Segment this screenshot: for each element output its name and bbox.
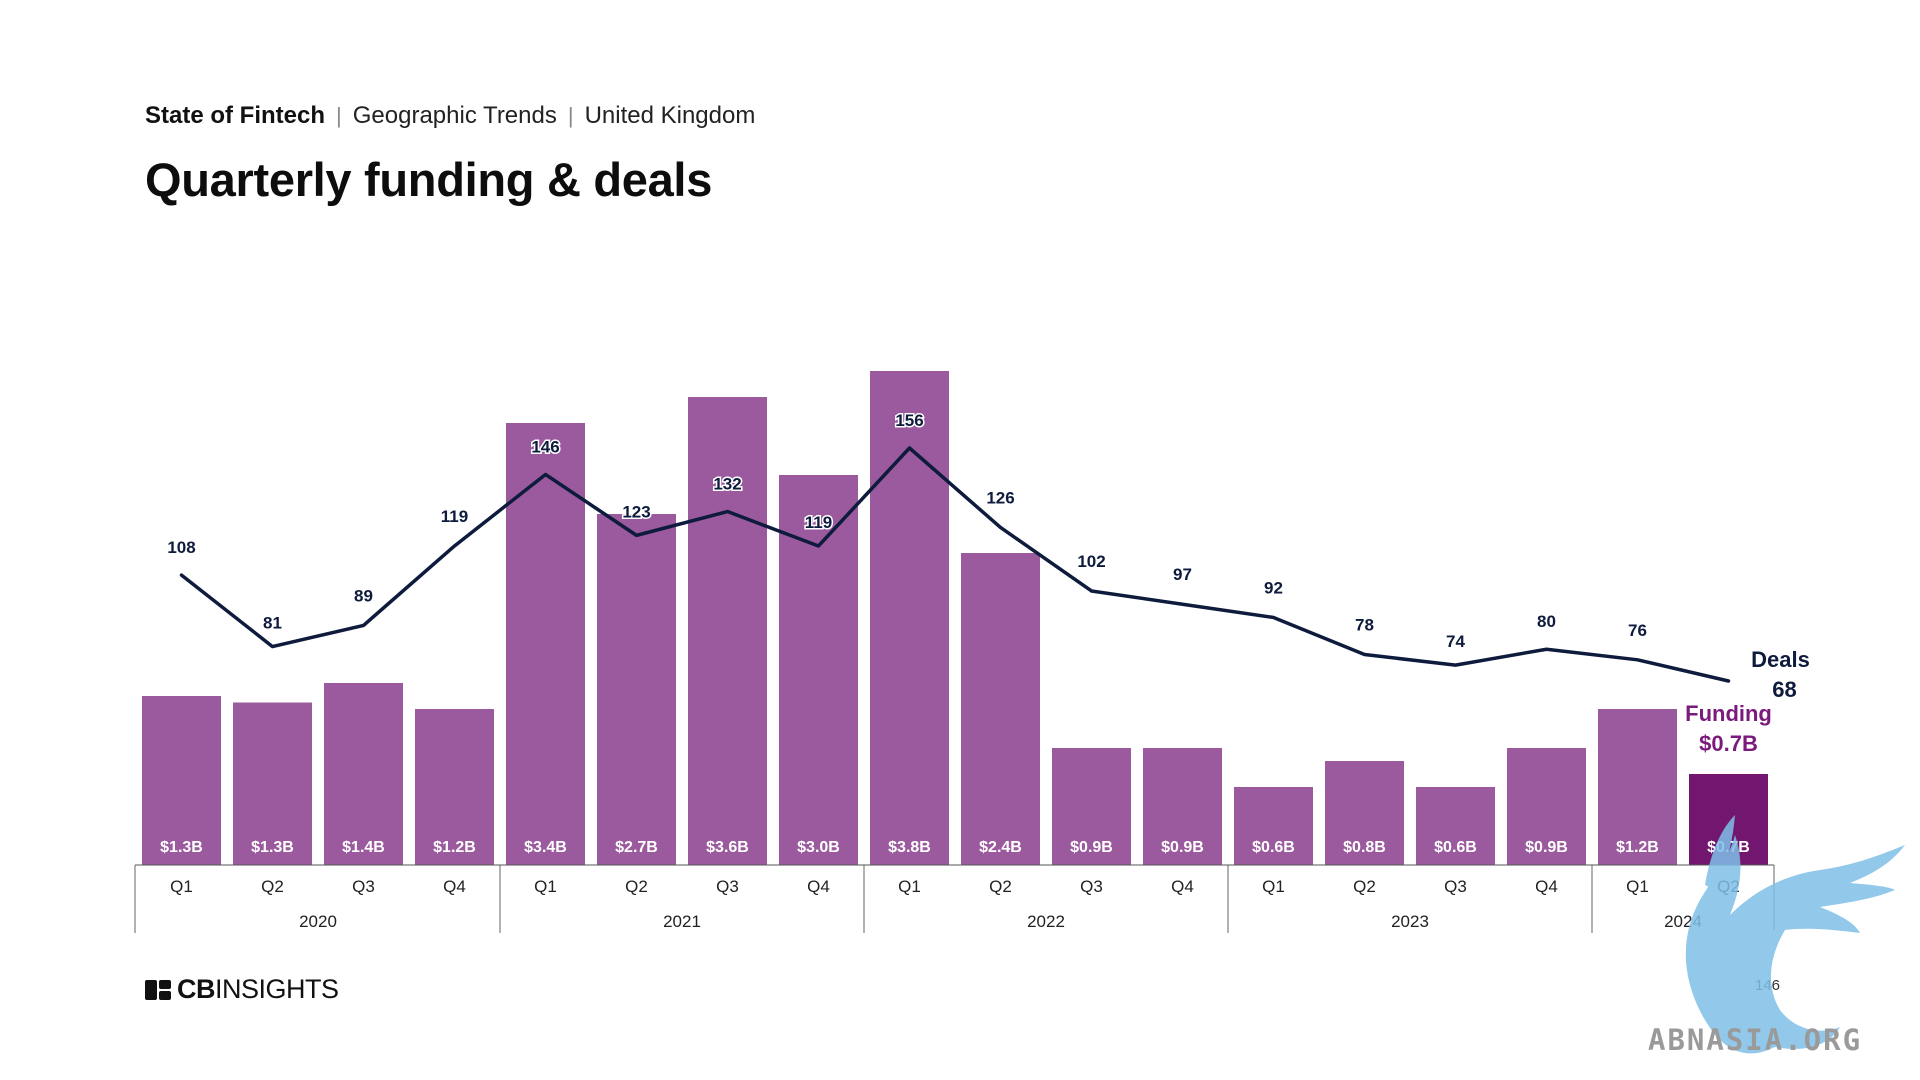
deals-data-label: 102 (1077, 552, 1105, 571)
funding-bar-label: $3.8B (888, 839, 931, 856)
funding-bar (597, 514, 676, 865)
funding-bar (1143, 748, 1222, 865)
quarter-tick-label: Q1 (898, 877, 921, 896)
funding-bar (688, 397, 767, 865)
funding-bar (415, 709, 494, 865)
quarter-tick-label: Q1 (170, 877, 193, 896)
funding-bar-label: $3.0B (797, 839, 840, 856)
funding-bar-label: $1.3B (160, 839, 203, 856)
funding-bar-label: $0.9B (1161, 839, 1204, 856)
funding-bar-label: $0.9B (1070, 839, 1113, 856)
year-label: 2023 (1391, 912, 1429, 931)
deals-data-label: 119 (441, 507, 468, 526)
funding-bar (142, 696, 221, 865)
deals-data-label: 108 (167, 538, 195, 557)
deals-data-label: 123 (622, 502, 650, 521)
quarter-tick-label: Q4 (1535, 877, 1558, 896)
quarter-tick-label: Q1 (534, 877, 557, 896)
funding-bar (1507, 748, 1586, 865)
deals-data-label: 97 (1173, 565, 1192, 584)
logo-text-light: INSIGHTS (215, 974, 339, 1004)
deals-end-label: Deals (1751, 647, 1810, 672)
year-label: 2022 (1027, 912, 1065, 931)
breadcrumb-separator: | (336, 103, 342, 128)
deals-data-label: 78 (1355, 616, 1374, 635)
funding-bar (1052, 748, 1131, 865)
funding-end-value: $0.7B (1699, 731, 1758, 756)
cbinsights-logo-text: CBINSIGHTS (177, 974, 339, 1005)
page-title: Quarterly funding & deals (145, 153, 713, 206)
deals-data-label: 126 (986, 488, 1014, 507)
funding-bar-label: $1.2B (433, 839, 476, 856)
deals-data-label: 81 (263, 614, 282, 633)
deals-data-label: 74 (1446, 632, 1465, 651)
deals-data-label: 80 (1537, 612, 1556, 631)
quarter-tick-label: Q3 (1080, 877, 1103, 896)
funding-bar-label: $2.4B (979, 839, 1022, 856)
quarter-tick-label: Q1 (1626, 877, 1649, 896)
breadcrumb-region[interactable]: United Kingdom (584, 102, 756, 129)
deals-data-label: 92 (1264, 578, 1283, 597)
deals-data-label: 156 (895, 411, 923, 430)
funding-bar (1598, 709, 1677, 865)
watermark-dragon-icon (1685, 815, 1905, 1054)
quarter-tick-label: Q2 (625, 877, 648, 896)
breadcrumb-section[interactable]: Geographic Trends (352, 102, 557, 129)
deals-end-value: 68 (1772, 677, 1796, 702)
funding-bar-label: $0.6B (1434, 839, 1477, 856)
year-label: 2021 (663, 912, 701, 931)
watermark-text: ABNASIA.ORG (1648, 1023, 1863, 1057)
quarter-tick-label: Q3 (1444, 877, 1467, 896)
funding-bar-label: $1.2B (1616, 839, 1659, 856)
header: State of Fintech | Geographic Trends | Unite… (145, 100, 755, 207)
deals-line (179, 446, 1731, 683)
funding-bar-label: $0.8B (1343, 839, 1386, 856)
deals-data-label: 132 (713, 475, 741, 494)
funding-bar-label: $0.6B (1252, 839, 1295, 856)
quarter-tick-label: Q2 (989, 877, 1012, 896)
funding-bar-label: $2.7B (615, 839, 658, 856)
funding-bar-label: $3.6B (706, 839, 749, 856)
cbinsights-logo-icon (145, 979, 173, 1000)
deals-data-label: 119 (805, 513, 832, 532)
breadcrumb-report[interactable]: State of Fintech (145, 102, 326, 129)
funding-bar-label: $3.4B (524, 839, 567, 856)
funding-bar (870, 371, 949, 865)
quarter-tick-label: Q4 (1171, 877, 1194, 896)
breadcrumb-separator: | (567, 103, 574, 128)
quarter-tick-label: Q2 (1353, 877, 1376, 896)
funding-bar (1234, 787, 1313, 865)
year-label: 2020 (299, 912, 337, 931)
funding-bar (1416, 787, 1495, 865)
quarter-tick-label: Q3 (716, 877, 739, 896)
cbinsights-logo: CBINSIGHTS (145, 974, 339, 1005)
quarter-tick-label: Q1 (1262, 877, 1285, 896)
funding-bar (961, 553, 1040, 865)
breadcrumb: State of Fintech | Geographic Trends | Unite… (145, 100, 755, 132)
quarter-tick-label: Q3 (352, 877, 375, 896)
funding-bar (1325, 761, 1404, 865)
logo-text-bold: CB (177, 974, 216, 1004)
funding-bar (233, 702, 312, 865)
funding-bar-label: $1.3B (251, 839, 294, 856)
funding-bar (324, 683, 403, 865)
funding-bar (779, 475, 858, 865)
quarter-tick-label: Q4 (807, 877, 830, 896)
funding-bar-label: $1.4B (342, 839, 385, 856)
quarter-tick-label: Q4 (443, 877, 466, 896)
deals-data-label: 146 (531, 437, 559, 456)
deals-data-label: 89 (354, 586, 373, 605)
deals-data-label: 76 (1628, 621, 1647, 640)
funding-bar (506, 423, 585, 865)
funding-bar-label: $0.9B (1525, 839, 1568, 856)
funding-end-label: Funding (1685, 701, 1772, 726)
quarter-tick-label: Q2 (261, 877, 284, 896)
